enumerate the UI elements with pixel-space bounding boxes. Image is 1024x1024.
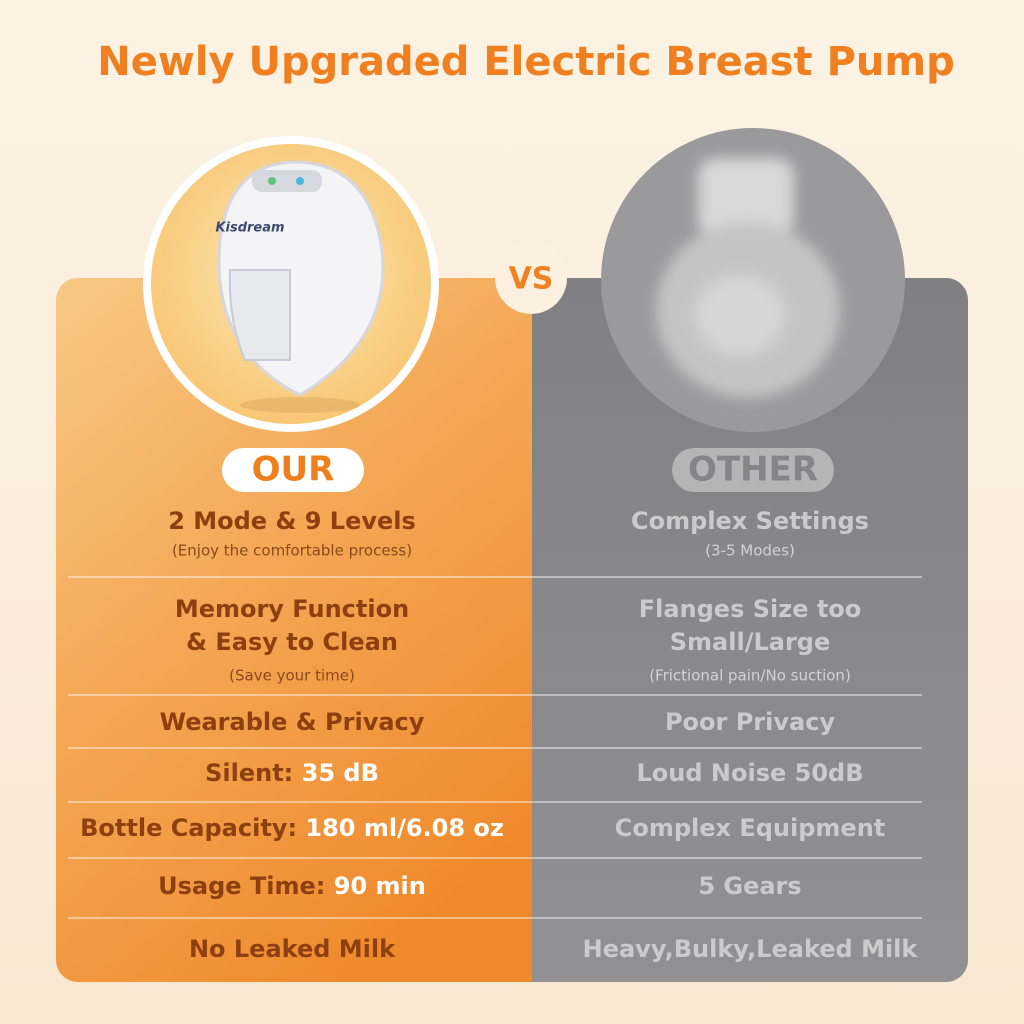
brand: Kisdream	[215, 221, 284, 236]
other-label-text: 5 Gears	[698, 872, 801, 900]
ours-label-text: No Leaked Milk	[189, 935, 396, 963]
other-label: Loud Noise 50dB	[637, 759, 864, 787]
ours-label-text: Memory Function	[175, 595, 409, 623]
ours-label-text: Wearable & Privacy	[160, 708, 425, 736]
ours-note: (Save your time)	[229, 667, 355, 685]
ours-label: Silent: 35 dB	[205, 759, 379, 787]
other-label: Small/Large	[670, 628, 831, 656]
ours-label-text: Bottle Capacity:	[80, 814, 297, 842]
other-label: 5 Gears	[698, 872, 801, 900]
other-panel	[532, 278, 968, 982]
product-image: Kisdream	[215, 160, 385, 413]
ours-label: 2 Mode & 9 Levels	[168, 507, 416, 535]
ours-heading: OUR	[252, 450, 335, 490]
other-label-text: Poor Privacy	[665, 708, 835, 736]
other-label-text: Small/Large	[670, 628, 831, 656]
other-label: Flanges Size too	[639, 595, 862, 623]
other-note: (Frictional pain/No suction)	[649, 667, 851, 685]
ours-label: & Easy to Clean	[186, 628, 398, 656]
other-label: Poor Privacy	[665, 708, 835, 736]
other-label: Complex Equipment	[615, 814, 886, 842]
ours-label: Memory Function	[175, 595, 409, 623]
other-label-text: Heavy,Bulky,Leaked Milk	[583, 935, 919, 963]
ours-label: Wearable & Privacy	[160, 708, 425, 736]
other-label-text: Complex Settings	[631, 507, 869, 535]
other-image	[656, 158, 840, 398]
vs-badge	[495, 242, 567, 314]
ours-label-text: & Easy to Clean	[186, 628, 398, 656]
ours-label-text: 2 Mode & 9 Levels	[168, 507, 416, 535]
other-note: (3-5 Modes)	[705, 542, 795, 560]
other-label-text: Loud Noise 50dB	[637, 759, 864, 787]
other-pill	[672, 448, 834, 492]
ours-label: Bottle Capacity: 180 ml/6.08 oz	[80, 814, 504, 842]
ours-value: 35 dB	[302, 759, 379, 787]
other-label-text: Flanges Size too	[639, 595, 862, 623]
ours-pill	[222, 448, 364, 492]
ours-label-text: Usage Time:	[158, 872, 325, 900]
other-label: Heavy,Bulky,Leaked Milk	[583, 935, 919, 963]
other-heading: OTHER	[688, 450, 818, 490]
ours-value: 90 min	[334, 872, 426, 900]
ours-value: 180 ml/6.08 oz	[305, 814, 503, 842]
ours-label: Usage Time: 90 min	[158, 872, 426, 900]
ours-label: No Leaked Milk	[189, 935, 396, 963]
ours-note: (Enjoy the comfortable process)	[172, 542, 412, 560]
ours-panel	[56, 278, 556, 982]
title: Newly Upgraded Electric Breast Pump	[97, 39, 954, 85]
ours-label-text: Silent:	[205, 759, 293, 787]
other-label-text: Complex Equipment	[615, 814, 886, 842]
rows: 2 Mode & 9 Levels (Enjoy the comfortable …	[68, 507, 922, 963]
other-label: Complex Settings	[631, 507, 869, 535]
vs: VS	[509, 262, 554, 297]
